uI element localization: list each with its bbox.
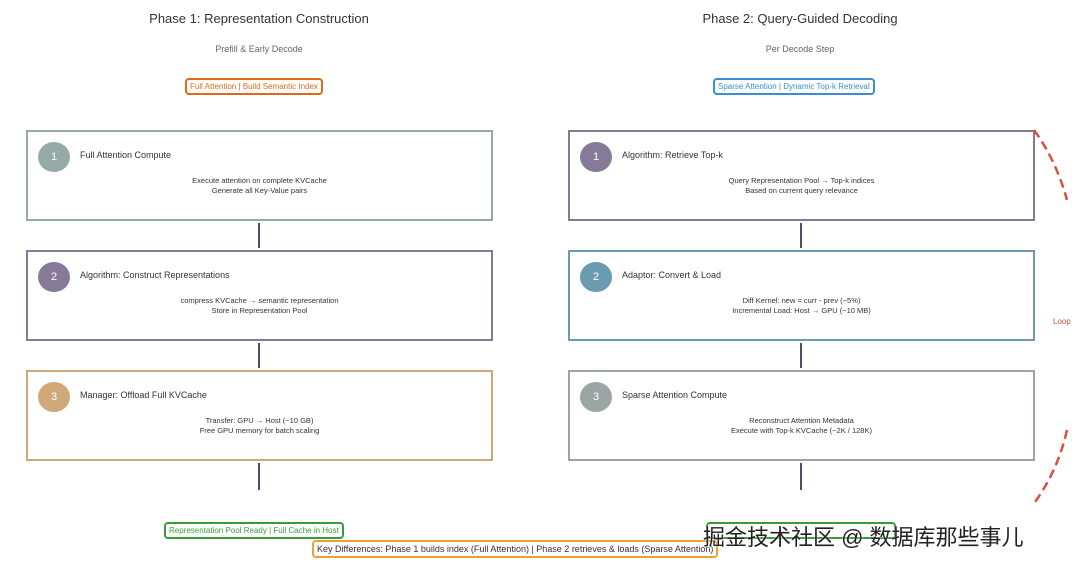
phase1-step-2: 2 Algorithm: Construct Representations c… [26, 250, 493, 341]
step-title: Algorithm: Retrieve Top-k [622, 150, 723, 160]
step-number-badge: 2 [38, 262, 70, 292]
phase2-footer-tag [706, 522, 896, 539]
step-number-badge: 1 [580, 142, 612, 172]
step-title: Sparse Attention Compute [622, 390, 728, 400]
phase1-step-3: 3 Manager: Offload Full KVCache Transfer… [26, 370, 493, 461]
connector-arrow [258, 223, 260, 248]
phase1-subtitle: Prefill & Early Decode [215, 44, 303, 54]
phase1-title: Phase 1: Representation Construction [149, 11, 369, 26]
step-description: Execute attention on complete KVCache Ge… [192, 176, 327, 195]
phase2-step-3: 3 Sparse Attention Compute Reconstruct A… [568, 370, 1035, 461]
step-description: Diff Kernel: new = curr - prev (~5%) Inc… [732, 296, 871, 315]
phase1-footer-tag: Representation Pool Ready | Full Cache i… [164, 522, 344, 539]
loop-label: Loop [1053, 317, 1071, 326]
phase1-tag: Full Attention | Build Semantic Index [185, 78, 323, 95]
step-description: Query Representation Pool → Top-k indice… [728, 176, 875, 195]
connector-arrow [258, 463, 260, 490]
step-title: Full Attention Compute [80, 150, 172, 160]
step-title: Manager: Offload Full KVCache [80, 390, 207, 400]
phase2-step-2: 2 Adaptor: Convert & Load Diff Kernel: n… [568, 250, 1035, 341]
step-title: Algorithm: Construct Representations [80, 270, 230, 280]
step-number-badge: 3 [38, 382, 70, 412]
step-number-badge: 1 [38, 142, 70, 172]
step-description: compress KVCache → semantic representati… [180, 296, 339, 315]
step-number-badge: 2 [580, 262, 612, 292]
key-differences: Key Differences: Phase 1 builds index (F… [312, 540, 719, 558]
connector-arrow [800, 223, 802, 248]
step-number-badge: 3 [580, 382, 612, 412]
step-description: Transfer: GPU → Host (~10 GB) Free GPU m… [199, 416, 320, 435]
phase2-title: Phase 2: Query-Guided Decoding [702, 11, 898, 26]
phase2-step-1: 1 Algorithm: Retrieve Top-k Query Repres… [568, 130, 1035, 221]
connector-arrow [800, 463, 802, 490]
connector-arrow [800, 343, 802, 368]
step-title: Adaptor: Convert & Load [622, 270, 722, 280]
watermark: 掘金技术社区 @ 数据库那些事儿 [703, 525, 1024, 550]
connector-arrow [258, 343, 260, 368]
step-description: Reconstruct Attention Metadata Execute w… [731, 416, 872, 435]
phase2-tag: Sparse Attention | Dynamic Top-k Retriev… [713, 78, 875, 95]
phase1-step-1: 1 Full Attention Compute Execute attenti… [26, 130, 493, 221]
loop-arrow [1032, 129, 1069, 503]
phase2-subtitle: Per Decode Step [765, 44, 835, 54]
